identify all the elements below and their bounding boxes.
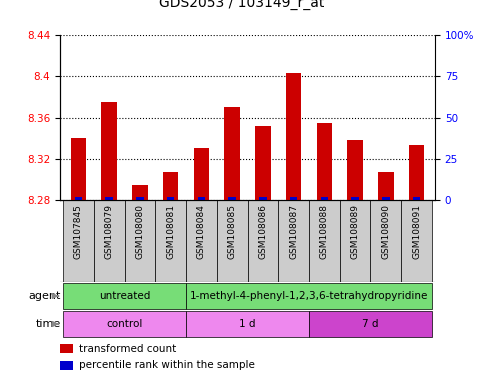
Text: GSM108089: GSM108089 — [351, 204, 359, 259]
Bar — [163, 172, 178, 200]
Bar — [132, 185, 148, 200]
Bar — [228, 197, 236, 200]
Bar — [105, 197, 113, 200]
Text: 7 d: 7 d — [362, 319, 379, 329]
Bar — [286, 73, 301, 200]
Bar — [71, 138, 86, 200]
Bar — [321, 197, 328, 200]
Text: time: time — [35, 319, 60, 329]
Bar — [409, 145, 424, 200]
Text: GSM108079: GSM108079 — [105, 204, 114, 259]
Bar — [347, 140, 363, 200]
Bar — [63, 311, 186, 337]
Bar — [351, 197, 359, 200]
Text: GSM108088: GSM108088 — [320, 204, 329, 259]
Text: transformed count: transformed count — [79, 344, 176, 354]
Bar — [309, 200, 340, 282]
Bar — [60, 361, 73, 370]
Bar — [60, 344, 73, 353]
Bar — [194, 149, 209, 200]
Text: GSM108080: GSM108080 — [135, 204, 144, 259]
Bar — [225, 107, 240, 200]
Bar — [401, 200, 432, 282]
Text: 1 d: 1 d — [239, 319, 256, 329]
Bar — [186, 283, 432, 309]
Bar — [186, 311, 309, 337]
Bar — [198, 197, 205, 200]
Text: 1-methyl-4-phenyl-1,2,3,6-tetrahydropyridine: 1-methyl-4-phenyl-1,2,3,6-tetrahydropyri… — [190, 291, 428, 301]
Bar — [156, 200, 186, 282]
Bar — [217, 200, 247, 282]
Bar — [290, 197, 298, 200]
Bar — [259, 197, 267, 200]
Bar — [74, 197, 82, 200]
Text: GSM107845: GSM107845 — [74, 204, 83, 259]
Text: untreated: untreated — [99, 291, 150, 301]
Bar — [317, 122, 332, 200]
Bar — [412, 197, 420, 200]
Text: GDS2053 / 103149_r_at: GDS2053 / 103149_r_at — [159, 0, 324, 10]
Bar — [378, 172, 394, 200]
Bar — [101, 102, 117, 200]
Text: GSM108081: GSM108081 — [166, 204, 175, 259]
Text: agent: agent — [28, 291, 60, 301]
Bar — [63, 200, 94, 282]
Bar — [63, 283, 186, 309]
Bar — [382, 197, 390, 200]
Bar — [309, 311, 432, 337]
Bar — [167, 197, 174, 200]
Text: GSM108091: GSM108091 — [412, 204, 421, 259]
Text: GSM108084: GSM108084 — [197, 204, 206, 259]
Text: GSM108085: GSM108085 — [227, 204, 237, 259]
Bar — [125, 200, 156, 282]
Text: GSM108090: GSM108090 — [381, 204, 390, 259]
Bar — [255, 126, 270, 200]
Bar — [186, 200, 217, 282]
Bar — [278, 200, 309, 282]
Text: control: control — [106, 319, 143, 329]
Bar — [370, 200, 401, 282]
Text: percentile rank within the sample: percentile rank within the sample — [79, 360, 255, 370]
Text: GSM108087: GSM108087 — [289, 204, 298, 259]
Bar — [247, 200, 278, 282]
Bar — [340, 200, 370, 282]
Text: GSM108086: GSM108086 — [258, 204, 268, 259]
Bar — [94, 200, 125, 282]
Bar — [136, 197, 144, 200]
